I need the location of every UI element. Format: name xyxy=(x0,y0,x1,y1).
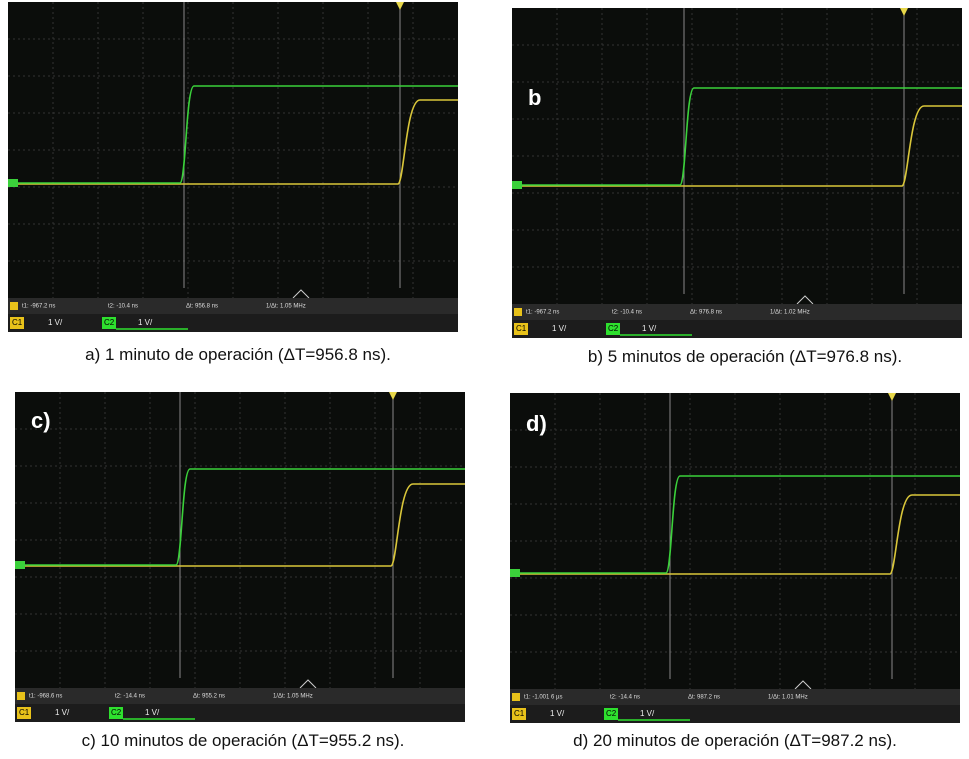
readout: 1/Δt: 1.05 MHz xyxy=(266,304,306,310)
readout: Δt: 955.2 ns xyxy=(193,694,225,700)
readout: Δt: 956.8 ns xyxy=(186,304,218,310)
panel-label: d) xyxy=(526,411,547,436)
channel-bar xyxy=(510,705,960,723)
channel-label: C2 xyxy=(104,318,115,327)
scope-panel: t1: -967.2 ns t2: -10.4 ns Δt: 976.8 ns 1/Δ… xyxy=(512,8,962,338)
scope-screen: t1: -967.2 ns t2: -10.4 ns Δt: 956.8 ns 1/Δ… xyxy=(8,2,458,332)
scope-panel: t1: -968.6 ns t2: -14.4 ns Δt: 955.2 ns 1/Δ… xyxy=(15,392,465,722)
readout: Δt: 976.8 ns xyxy=(690,310,722,316)
readout-bar xyxy=(512,304,962,320)
readout: t1: -967.2 ns xyxy=(526,310,559,316)
scope-screen: t1: -1.001 6 µs t2: -14.4 ns Δt: 987.2 ns 1… xyxy=(510,393,960,723)
channel-label: C2 xyxy=(111,708,122,717)
channel-label: 1 V/ xyxy=(48,318,63,327)
readout: t2: -14.4 ns xyxy=(610,695,640,701)
caption: d) 20 minutos de operación (ΔT=987.2 ns)… xyxy=(500,731,969,751)
caption: c) 10 minutos de operación (ΔT=955.2 ns)… xyxy=(8,731,478,751)
channel-bar xyxy=(8,314,458,332)
channel-marker xyxy=(8,179,18,187)
channel-marker xyxy=(512,181,522,189)
readout: t2: -10.4 ns xyxy=(612,310,642,316)
channel-label: 1 V/ xyxy=(550,709,565,718)
channel-marker xyxy=(15,561,25,569)
readout: 1/Δt: 1.05 MHz xyxy=(273,694,313,700)
figure: t1: -967.2 ns t2: -10.4 ns Δt: 956.8 ns 1/Δ… xyxy=(0,0,969,759)
cursor-icon xyxy=(512,693,520,701)
channel-marker xyxy=(510,569,520,577)
channel-label: C2 xyxy=(608,324,619,333)
channel-label: 1 V/ xyxy=(145,708,160,717)
panel-label: c) xyxy=(31,408,51,433)
channel-label: 1 V/ xyxy=(552,324,567,333)
cursor-icon xyxy=(17,692,25,700)
readout-bar xyxy=(8,298,458,314)
scope-panel: t1: -1.001 6 µs t2: -14.4 ns Δt: 987.2 ns 1… xyxy=(510,393,960,723)
channel-label: C1 xyxy=(12,318,23,327)
readout: t2: -14.4 ns xyxy=(115,694,145,700)
cursor-icon xyxy=(10,302,18,310)
cursor-icon xyxy=(514,308,522,316)
readout: Δt: 987.2 ns xyxy=(688,695,720,701)
channel-label: C1 xyxy=(516,324,527,333)
caption: b) 5 minutos de operación (ΔT=976.8 ns). xyxy=(510,347,969,367)
channel-label: 1 V/ xyxy=(642,324,657,333)
scope-panel: t1: -967.2 ns t2: -10.4 ns Δt: 956.8 ns 1/Δ… xyxy=(8,2,458,332)
readout: 1/Δt: 1.02 MHz xyxy=(770,310,810,316)
scope-screen: t1: -968.6 ns t2: -14.4 ns Δt: 955.2 ns 1/Δ… xyxy=(15,392,465,722)
readout: 1/Δt: 1.01 MHz xyxy=(768,695,808,701)
readout: t1: -967.2 ns xyxy=(22,304,55,310)
readout: t1: -968.6 ns xyxy=(29,694,62,700)
channel-label: C1 xyxy=(514,709,525,718)
readout-bar xyxy=(15,688,465,704)
readout: t1: -1.001 6 µs xyxy=(524,695,562,701)
readout: t2: -10.4 ns xyxy=(108,304,138,310)
channel-label: 1 V/ xyxy=(55,708,70,717)
panel-label: b xyxy=(528,85,541,110)
channel-label: C2 xyxy=(606,709,617,718)
channel-label: 1 V/ xyxy=(640,709,655,718)
caption: a) 1 minuto de operación (ΔT=956.8 ns). xyxy=(3,345,473,365)
channel-bar xyxy=(15,704,465,722)
readout-bar xyxy=(510,689,960,705)
channel-label: C1 xyxy=(19,708,30,717)
channel-bar xyxy=(512,320,962,338)
scope-screen: t1: -967.2 ns t2: -10.4 ns Δt: 976.8 ns 1/Δ… xyxy=(512,8,962,338)
channel-label: 1 V/ xyxy=(138,318,153,327)
